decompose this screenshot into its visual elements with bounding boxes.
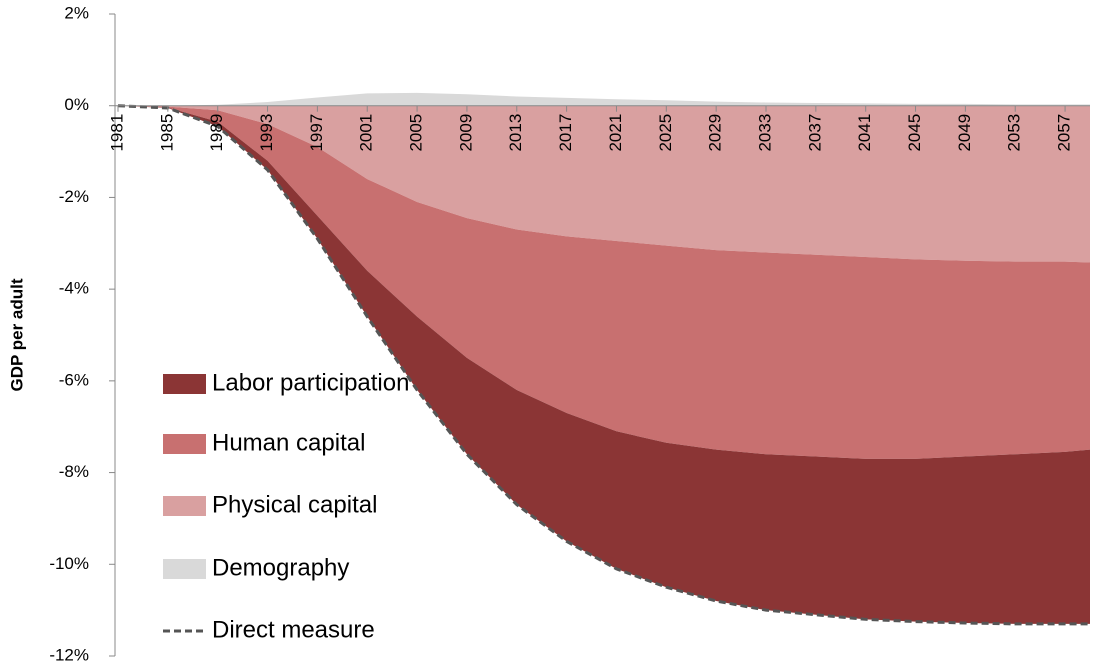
x-tick-label: 1989 <box>207 114 226 152</box>
x-tick-label: 1985 <box>157 114 176 152</box>
x-tick-label: 2057 <box>1055 114 1074 152</box>
legend-swatch <box>163 559 206 579</box>
x-tick-label: 2009 <box>456 114 475 152</box>
area <box>118 105 1090 624</box>
x-tick-label: 1997 <box>307 114 326 152</box>
line <box>117 104 1090 626</box>
x-tick-label: 2017 <box>556 114 575 152</box>
area <box>118 105 1090 459</box>
x-tick-label: 2029 <box>706 114 725 152</box>
area <box>118 105 1090 263</box>
y-tick-label: -10% <box>49 554 89 573</box>
y-tick-label: -8% <box>59 462 89 481</box>
area <box>118 92 1090 106</box>
y-tick-label: 0% <box>64 95 89 114</box>
y-tick-label: -6% <box>59 370 89 389</box>
legend-swatch <box>163 434 206 454</box>
x-tick-label: 1993 <box>257 114 276 152</box>
legend-label: Human capital <box>212 429 365 456</box>
x-tick-label: 2001 <box>357 114 376 152</box>
x-tick-label: 2005 <box>407 114 426 152</box>
x-tick-label: 2041 <box>855 114 874 152</box>
y-tick-label: -12% <box>49 645 89 662</box>
x-tick-label: 2049 <box>955 114 974 152</box>
x-tick-label: 2013 <box>506 114 525 152</box>
x-tick-label: 2033 <box>755 114 774 152</box>
y-tick-label: 2% <box>64 3 89 22</box>
legend-label: Labor participation <box>212 369 409 396</box>
y-tick-label: -2% <box>59 187 89 206</box>
legend-swatch <box>163 496 206 516</box>
legend-label: Demography <box>212 554 349 581</box>
x-tick-label: 2045 <box>905 114 924 152</box>
x-tick-label: 2021 <box>606 114 625 152</box>
y-axis-label: GDP per adult <box>7 278 26 391</box>
y-tick-label: -4% <box>59 279 89 298</box>
x-tick-label: 2037 <box>805 114 824 152</box>
legend-swatch <box>163 374 206 394</box>
legend-label: Physical capital <box>212 491 377 518</box>
x-tick-label: 2025 <box>656 114 675 152</box>
x-tick-label: 2053 <box>1005 114 1024 152</box>
x-tick-label: 1981 <box>107 114 126 152</box>
legend-label: Direct measure <box>212 616 375 643</box>
